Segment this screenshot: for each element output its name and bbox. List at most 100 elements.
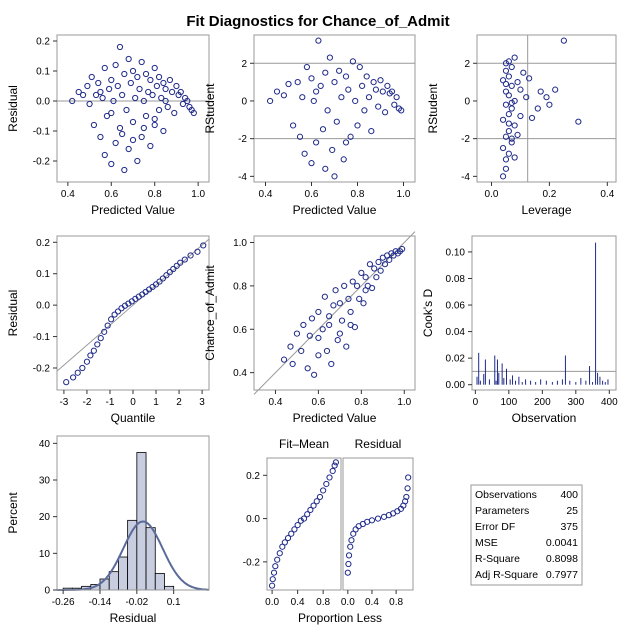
rstud_pred-point: [326, 54, 333, 61]
rstud_pred-point: [303, 63, 310, 71]
resid_pred-point: [158, 94, 165, 102]
obs_pred-point: [381, 261, 389, 268]
rstud_pred-point: [363, 73, 370, 80]
hist-frame: [56, 435, 210, 591]
residual-spread-point: [403, 493, 410, 501]
resid_pred-point: [101, 151, 108, 159]
resid_pred-xtick-label: 1.0: [191, 189, 205, 200]
qq-panel: -3 -2 -1 0 1 2 3 Quantile -0.2 -0.1 0.0 0.1 0.2 Resid…: [6, 235, 210, 425]
rstud_lev-point: [505, 120, 512, 127]
stats-label: Error DF: [475, 521, 515, 533]
resid_pred-point: [97, 88, 104, 96]
rstud_pred-point: [301, 150, 308, 157]
rstud_pred-ylabel: RStudent: [203, 83, 217, 134]
cooks-ytick-label: 0.00: [446, 380, 466, 391]
obs_pred-point: [332, 287, 339, 294]
fit-mean-point: [288, 530, 295, 537]
obs_pred-point: [287, 343, 294, 350]
resid_pred-point: [129, 67, 137, 75]
rf-xtick-label: 0.8: [389, 597, 403, 608]
obs_pred-point: [377, 267, 384, 274]
qq-point: [181, 256, 188, 263]
obs_pred-ytick-label: 0.6: [233, 325, 247, 336]
rstud_pred-point: [393, 94, 400, 101]
obs_pred-xtick-label: 0.6: [311, 397, 325, 408]
resid_pred-frame: [56, 34, 210, 183]
resid_pred-point: [173, 82, 180, 90]
rstud_pred-point: [370, 79, 377, 86]
residual-spread-point: [368, 517, 376, 524]
qq-xlabel: Quantile: [111, 411, 156, 425]
obs_pred-point: [371, 265, 378, 272]
rstud_pred-xlabel: Predicted Value: [293, 203, 377, 217]
rstud_pred-point: [322, 69, 329, 76]
rf-ytick-label: -0.2: [243, 557, 261, 568]
rstud_lev-point: [534, 105, 541, 112]
resid_pred-point: [88, 73, 95, 81]
rstud_pred-point: [299, 94, 306, 101]
rstud_pred-point: [294, 79, 301, 86]
resid_pred-point: [116, 43, 124, 51]
rstud_pred-point: [329, 146, 336, 154]
rstud_lev-point: [505, 111, 512, 118]
resid_pred-ylabel: Residual: [6, 85, 20, 132]
rstud_pred-point: [308, 75, 315, 82]
obs_pred-point: [345, 295, 352, 303]
resid_pred-point: [155, 73, 163, 81]
rstud_lev-ylabel: RStudent: [426, 83, 440, 134]
resid_pred-point: [79, 91, 87, 99]
resid_pred-point: [160, 127, 167, 135]
rstud_pred-point: [313, 88, 320, 95]
rstud_lev-point: [520, 69, 527, 76]
normal-curve: [57, 520, 210, 591]
obs_pred-point: [293, 330, 301, 337]
resid_pred-point: [136, 85, 143, 93]
rstud_lev-point: [517, 86, 524, 93]
rstud_pred-point: [359, 82, 366, 89]
stats-value: 375: [560, 521, 578, 533]
rstud_lev-ytick-label: 2: [464, 59, 470, 70]
rstud_lev-point: [543, 94, 550, 101]
qq-point: [200, 242, 207, 249]
qq-ytick-label: -0.1: [33, 332, 51, 343]
rstud_pred-point: [342, 139, 350, 146]
resid_pred-point: [140, 97, 147, 105]
rstud_lev-point: [511, 154, 518, 161]
cooks-frame: [471, 235, 617, 391]
resid_pred-point: [103, 112, 111, 120]
qq-point: [63, 379, 70, 386]
qq-ytick-label: 0.1: [36, 269, 50, 280]
qq-point: [166, 269, 173, 276]
residual-spread-point: [345, 552, 353, 559]
rstud_pred-point: [372, 86, 379, 93]
obs_pred-point: [319, 326, 326, 333]
obs_pred-point: [323, 347, 331, 355]
rstud_pred-point: [338, 94, 345, 101]
rf-xlabel: Proportion Less: [298, 611, 382, 625]
obs_pred-point: [315, 308, 322, 316]
resid_pred-point: [184, 97, 191, 105]
qq-xtick-label: -3: [59, 397, 68, 408]
cooks-ylabel: Cook's D: [421, 289, 435, 338]
obs_pred-point: [341, 282, 348, 289]
rstud_lev-xlabel: Leverage: [521, 203, 571, 217]
rstud_lev-point: [499, 173, 507, 180]
resid_pred-point: [140, 124, 147, 132]
resid_pred-point: [155, 106, 163, 114]
stats-label: Observations: [475, 489, 537, 501]
obs_pred-point: [304, 365, 311, 372]
rstud_pred-point: [342, 73, 350, 80]
resid_pred-ytick-label: 0.0: [36, 97, 50, 108]
rstud_pred-ytick-label: 2: [241, 59, 247, 70]
rstud_lev-point: [502, 133, 510, 140]
obs_pred-point: [338, 317, 346, 324]
rstud_lev-point: [505, 73, 512, 80]
obs_pred-point: [399, 245, 406, 253]
rf-xtick-label: 0.0: [265, 597, 279, 608]
obs_pred-point: [298, 347, 305, 355]
qq-xtick-label: 0: [130, 397, 136, 408]
rstud_pred-point: [345, 86, 352, 93]
resid_pred-point: [86, 100, 93, 108]
